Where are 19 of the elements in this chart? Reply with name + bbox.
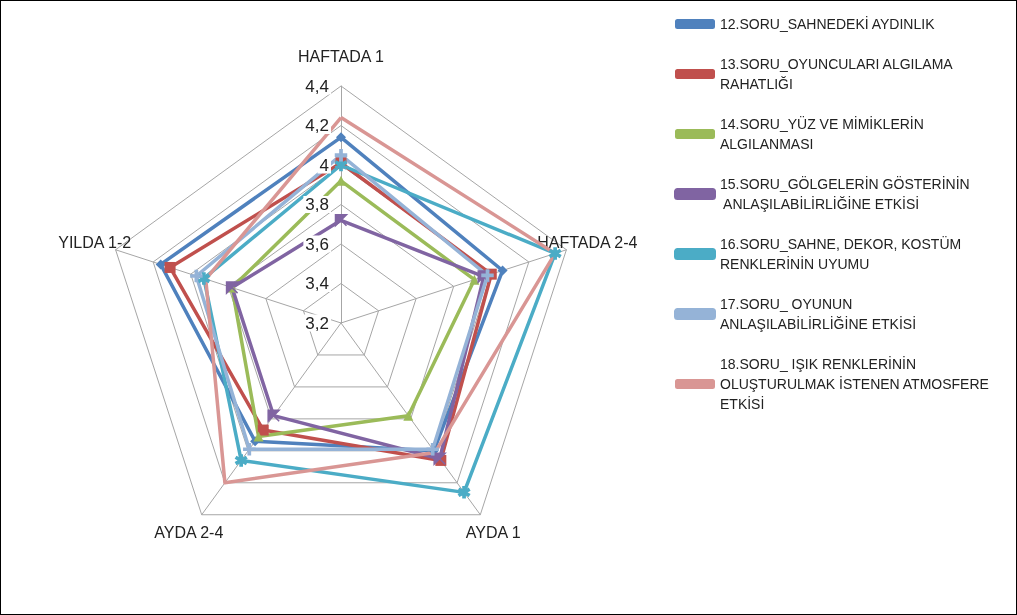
legend-label: 17.SORU_ OYUNUN ANLAŞILABİLİRLİĞİNE ETKİSİ xyxy=(720,296,917,332)
legend-label: 15.SORU_GÖLGELERİN GÖSTERİNİN ANLAŞILABİLİRLİĞİNE ETKİSİ xyxy=(720,175,970,212)
spoke-label: YILDA 1-2 xyxy=(58,234,132,252)
y-tick-label: 3,8 xyxy=(305,195,329,214)
y-tick-label: 3,2 xyxy=(305,313,329,333)
legend-label: 12.SORU_SAHNEDEKİ AYDINLIK xyxy=(720,15,936,32)
legend-label: 14.SORU_YÜZ VE MİMİKLERİN ALGILANMASI xyxy=(720,115,928,152)
y-tick-label: 4,4 xyxy=(305,76,329,96)
legend-label: 13.SORU_OYUNCULARI ALGILAMA RAHATLIĞI xyxy=(720,56,956,92)
y-tick-label: 4,2 xyxy=(305,116,329,135)
legend-label: 18.SORU_ IŞIK RENKLERİNİN OLUŞTURULMAK İSTENEN ATMOSFERE ETKİSİ xyxy=(720,355,993,412)
spoke-label: HAFTADA 1 xyxy=(298,47,385,65)
y-tick-label: 4 xyxy=(319,155,329,175)
y-tick-label: 3,4 xyxy=(305,274,329,293)
y-tick-label: 3,6 xyxy=(305,234,329,254)
spoke-label: AYDA 2-4 xyxy=(154,524,224,542)
spoke-label: HAFTADA 2-4 xyxy=(537,234,638,252)
legend-label: 16.SORU_SAHNE, DEKOR, KOSTÜM RENKLERİNİN UYUMU xyxy=(720,235,966,272)
spoke-label: AYDA 1 xyxy=(465,524,521,542)
